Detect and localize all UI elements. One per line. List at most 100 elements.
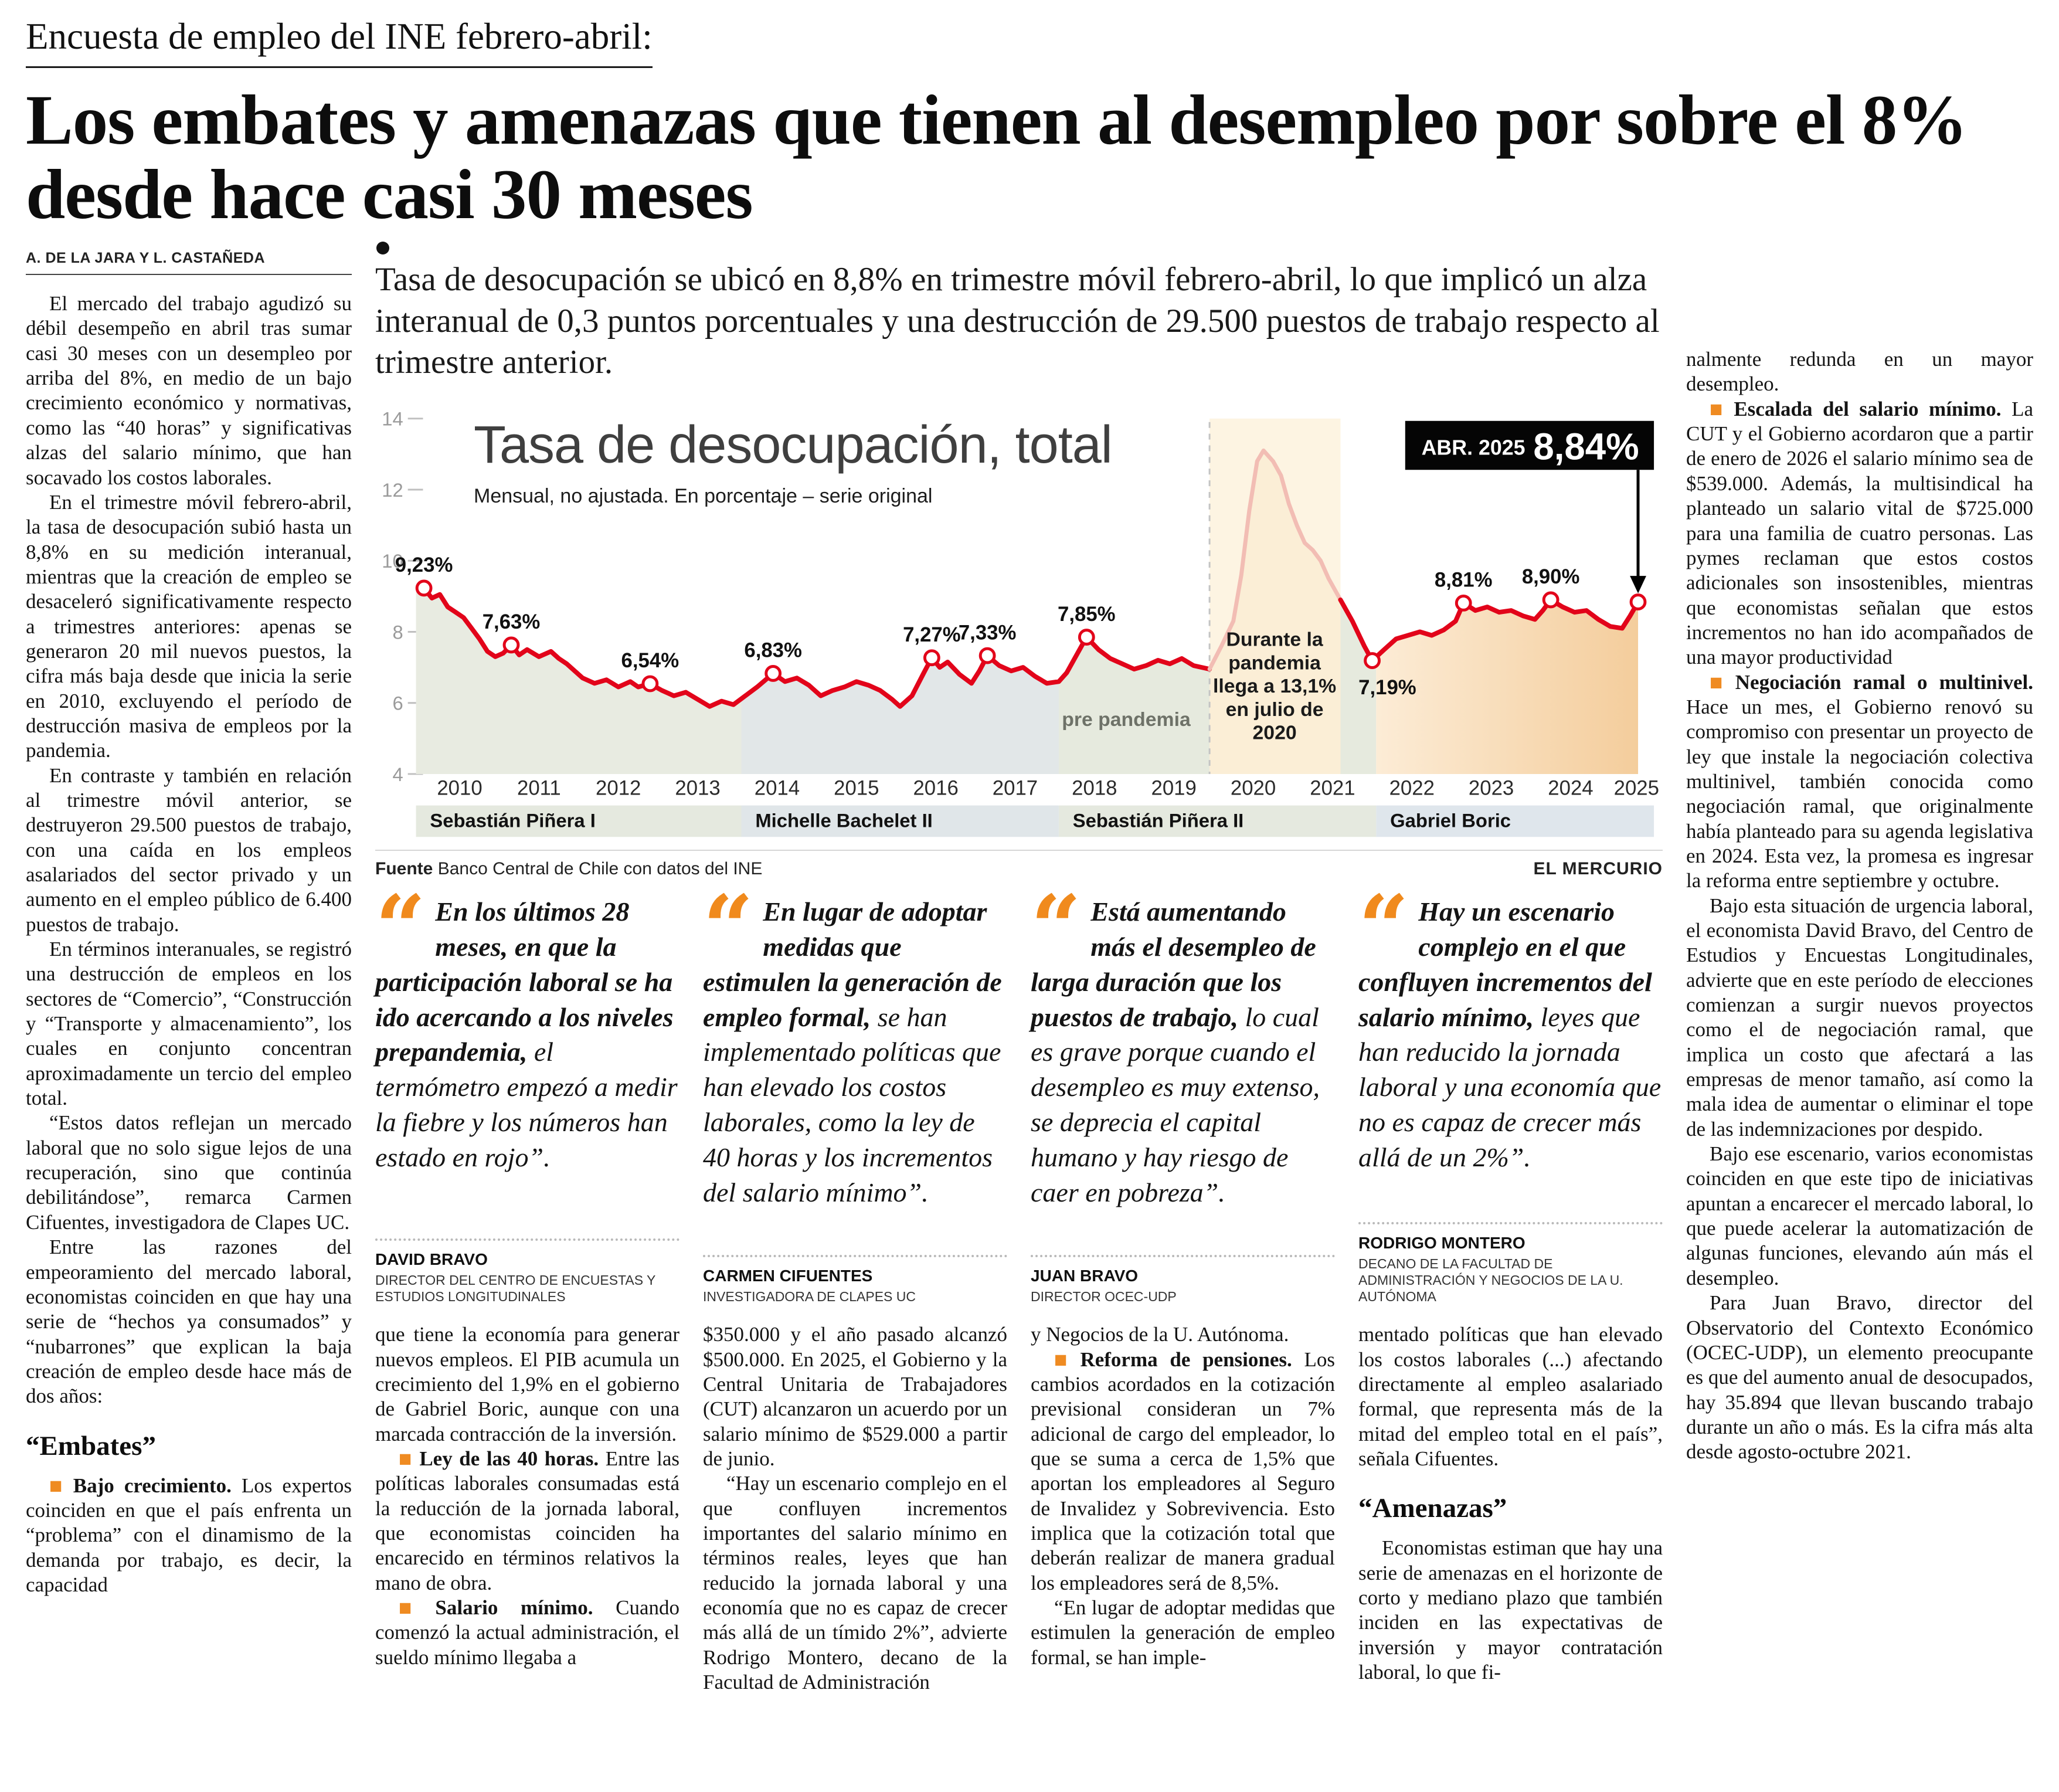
svg-text:2017: 2017 [993, 778, 1038, 800]
unemployment-line-chart: 14 12 10 8 6 4 pre pandemia Durante lapandemial… [382, 408, 1659, 837]
paragraph: “Estos datos reflejan un mercado laboral… [26, 1111, 352, 1234]
quote-author-title: DIRECTOR OCEC-UDP [1031, 1289, 1177, 1305]
svg-text:6,54%: 6,54% [621, 650, 679, 672]
svg-text:Sebastián Piñera I: Sebastián Piñera I [430, 809, 595, 831]
svg-text:7,85%: 7,85% [1058, 603, 1116, 626]
quote-attribution: CARMEN CIFUENTES INVESTIGADORA DE CLAPES… [703, 1255, 1007, 1305]
left-column: A. DE LA JARA Y L. CASTAÑEDA El mercado … [26, 237, 352, 1695]
article-column-4: mentado políticas que han elevado los co… [1358, 1322, 1663, 1695]
article-header: Encuesta de empleo del INE febrero-abril… [26, 15, 2033, 232]
svg-text:10: 10 [382, 550, 403, 572]
svg-text:2020: 2020 [1253, 722, 1297, 744]
chart-subtitle: Mensual, no ajustada. En porcentaje – se… [474, 485, 933, 508]
quote-mark-icon: “ [1358, 876, 1409, 980]
left-column-text: El mercado del trabajo agudizó su débil … [26, 291, 352, 1597]
bullet-square-icon: ■ [399, 1599, 430, 1616]
svg-text:2014: 2014 [755, 778, 800, 800]
quote-author: DAVID BRAVO [375, 1250, 488, 1269]
svg-text:pandemia: pandemia [1228, 652, 1321, 674]
svg-text:2010: 2010 [437, 778, 482, 800]
standfirst: Tasa de desocupación se ubicó en 8,8% en… [375, 261, 1660, 381]
paragraph: Bajo esta situación de urgencia laboral,… [1686, 894, 2033, 1141]
paragraph: que tiene la economía para generar nuevo… [375, 1323, 679, 1445]
byline: A. DE LA JARA Y L. CASTAÑEDA [26, 250, 352, 276]
quote-mark-icon: “ [703, 876, 754, 980]
svg-text:8: 8 [392, 622, 403, 643]
paragraph: En el trimestre móvil febrero-abril, la … [26, 490, 352, 762]
paragraph: y Negocios de la U. Autónoma. [1031, 1323, 1289, 1346]
middle-column: Tasa de desocupación se ubicó en 8,8% en… [375, 237, 1663, 1695]
svg-text:2018: 2018 [1072, 778, 1117, 800]
bullet-square-icon: ■ [399, 1450, 414, 1467]
pull-quote: “En lugar de adoptar medidas que estimul… [703, 876, 1007, 1305]
chart-credit: EL MERCURIO [1533, 859, 1663, 879]
svg-text:8,90%: 8,90% [1522, 566, 1580, 588]
svg-text:ABR. 2025: ABR. 2025 [1422, 436, 1525, 460]
chart-source: Fuente Banco Central de Chile con datos … [375, 859, 763, 879]
standfirst-block: Tasa de desocupación se ubicó en 8,8% en… [375, 242, 1663, 383]
bullet-square-icon: ■ [49, 1477, 67, 1494]
bullet-item: ■ Negociación ramal o multinivel. Hace un… [1686, 670, 2033, 892]
svg-text:llega a 13,1%: llega a 13,1% [1213, 675, 1336, 697]
paragraph: nalmente redunda en un mayor desempleo. [1686, 348, 2033, 396]
svg-text:2020: 2020 [1231, 778, 1276, 800]
svg-text:2023: 2023 [1469, 778, 1514, 800]
article-columns: que tiene la economía para generar nuevo… [375, 1322, 1663, 1695]
svg-text:7,27%: 7,27% [903, 624, 961, 646]
quote-attribution: RODRIGO MONTERO DECANO DE LA FACULTAD DE… [1358, 1222, 1663, 1305]
svg-text:Gabriel Boric: Gabriel Boric [1390, 809, 1511, 831]
quote-author-title: INVESTIGADORA DE CLAPES UC [703, 1289, 916, 1305]
paragraph: $350.000 y el año pasado alcanzó $500.00… [703, 1323, 1007, 1470]
svg-text:2013: 2013 [675, 778, 720, 800]
quote-mark-icon: “ [1031, 876, 1082, 980]
svg-text:Sebastián Piñera II: Sebastián Piñera II [1073, 809, 1244, 831]
quote-author-title: DECANO DE LA FACULTAD DE ADMINISTRACIÓN … [1358, 1256, 1623, 1305]
chart-title: Tasa de desocupación, total [474, 416, 1113, 475]
svg-text:7,19%: 7,19% [1358, 677, 1416, 699]
section-subhead: “Amenazas” [1358, 1493, 1507, 1524]
svg-text:2025: 2025 [1614, 778, 1659, 800]
svg-text:Michelle Bachelet II: Michelle Bachelet II [755, 809, 932, 831]
paragraph: En contraste y también en relación al tr… [26, 763, 352, 936]
pull-quote: “Está aumentando más el desempleo de lar… [1031, 876, 1335, 1305]
svg-text:2015: 2015 [834, 778, 879, 800]
svg-text:2019: 2019 [1151, 778, 1197, 800]
paragraph: Bajo ese escenario, varios economistas c… [1686, 1142, 2033, 1289]
quote-author: RODRIGO MONTERO [1358, 1234, 1525, 1253]
quote-mark-icon: “ [375, 876, 426, 980]
pull-quote: “En los últimos 28 meses, en que la part… [375, 876, 679, 1305]
paragraph: En términos interanuales, se registró un… [26, 938, 352, 1110]
right-column: nalmente redunda en un mayor desempleo. ■… [1686, 237, 2033, 1695]
svg-text:2012: 2012 [596, 778, 641, 800]
paragraph: “Hay un escenario complejo en el que con… [703, 1472, 1007, 1694]
chart-footer: Fuente Banco Central de Chile con datos … [375, 850, 1663, 879]
bullet-item: ■ Ley de las 40 horas. Entre las política… [375, 1447, 679, 1594]
bullet-square-icon: ■ [1054, 1350, 1075, 1367]
svg-text:7,63%: 7,63% [483, 611, 541, 633]
article-column-1: que tiene la economía para generar nuevo… [375, 1322, 679, 1695]
pull-quote: “Hay un escenario complejo en el que con… [1358, 876, 1663, 1305]
svg-text:en julio de: en julio de [1226, 698, 1324, 721]
quote-author: CARMEN CIFUENTES [703, 1267, 873, 1285]
quote-attribution: DAVID BRAVO DIRECTOR DEL CENTRO DE ENCUE… [375, 1238, 679, 1305]
bullet-item: ■ Salario mínimo. Cuando comenzó la actua… [375, 1596, 679, 1669]
kicker: Encuesta de empleo del INE febrero-abril… [26, 15, 653, 68]
svg-text:8,84%: 8,84% [1533, 426, 1639, 467]
svg-text:8,81%: 8,81% [1435, 569, 1493, 592]
paragraph: “En lugar de adoptar medidas que estimul… [1031, 1596, 1335, 1669]
right-column-text: nalmente redunda en un mayor desempleo. ■… [1686, 347, 2033, 1464]
svg-text:2022: 2022 [1389, 778, 1435, 800]
paragraph: mentado políticas que han elevado los co… [1358, 1323, 1663, 1470]
svg-text:2016: 2016 [913, 778, 958, 800]
svg-text:12: 12 [382, 479, 403, 501]
section-subhead: “Embates” [26, 1430, 156, 1461]
svg-text:2011: 2011 [517, 778, 561, 800]
svg-text:6: 6 [392, 693, 403, 714]
article-column-3: y Negocios de la U. Autónoma. ■ Reforma de… [1031, 1322, 1335, 1695]
paragraph: Para Juan Bravo, director del Observator… [1686, 1291, 2033, 1464]
unemployment-chart: Tasa de desocupación, total Mensual, no … [375, 401, 1663, 879]
headline: Los embates y amenazas que tienen al des… [26, 81, 1968, 235]
pull-quotes-row: “En los últimos 28 meses, en que la part… [375, 876, 1663, 1305]
paragraph: El mercado del trabajo agudizó su débil … [26, 292, 352, 489]
